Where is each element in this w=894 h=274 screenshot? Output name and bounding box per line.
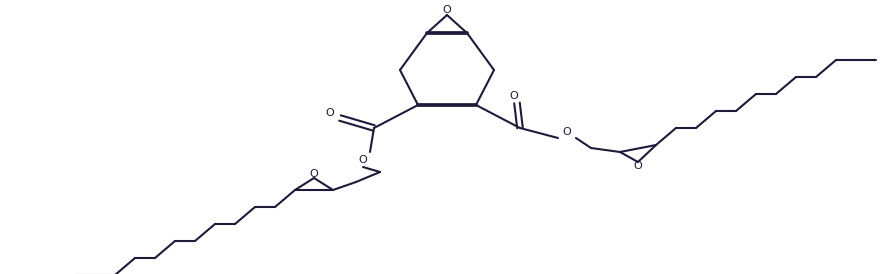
Text: O: O xyxy=(562,127,571,137)
Text: O: O xyxy=(309,169,318,179)
Text: O: O xyxy=(358,155,367,165)
Text: O: O xyxy=(325,108,334,118)
Text: O: O xyxy=(443,5,451,15)
Text: O: O xyxy=(634,161,643,171)
Text: O: O xyxy=(510,91,519,101)
